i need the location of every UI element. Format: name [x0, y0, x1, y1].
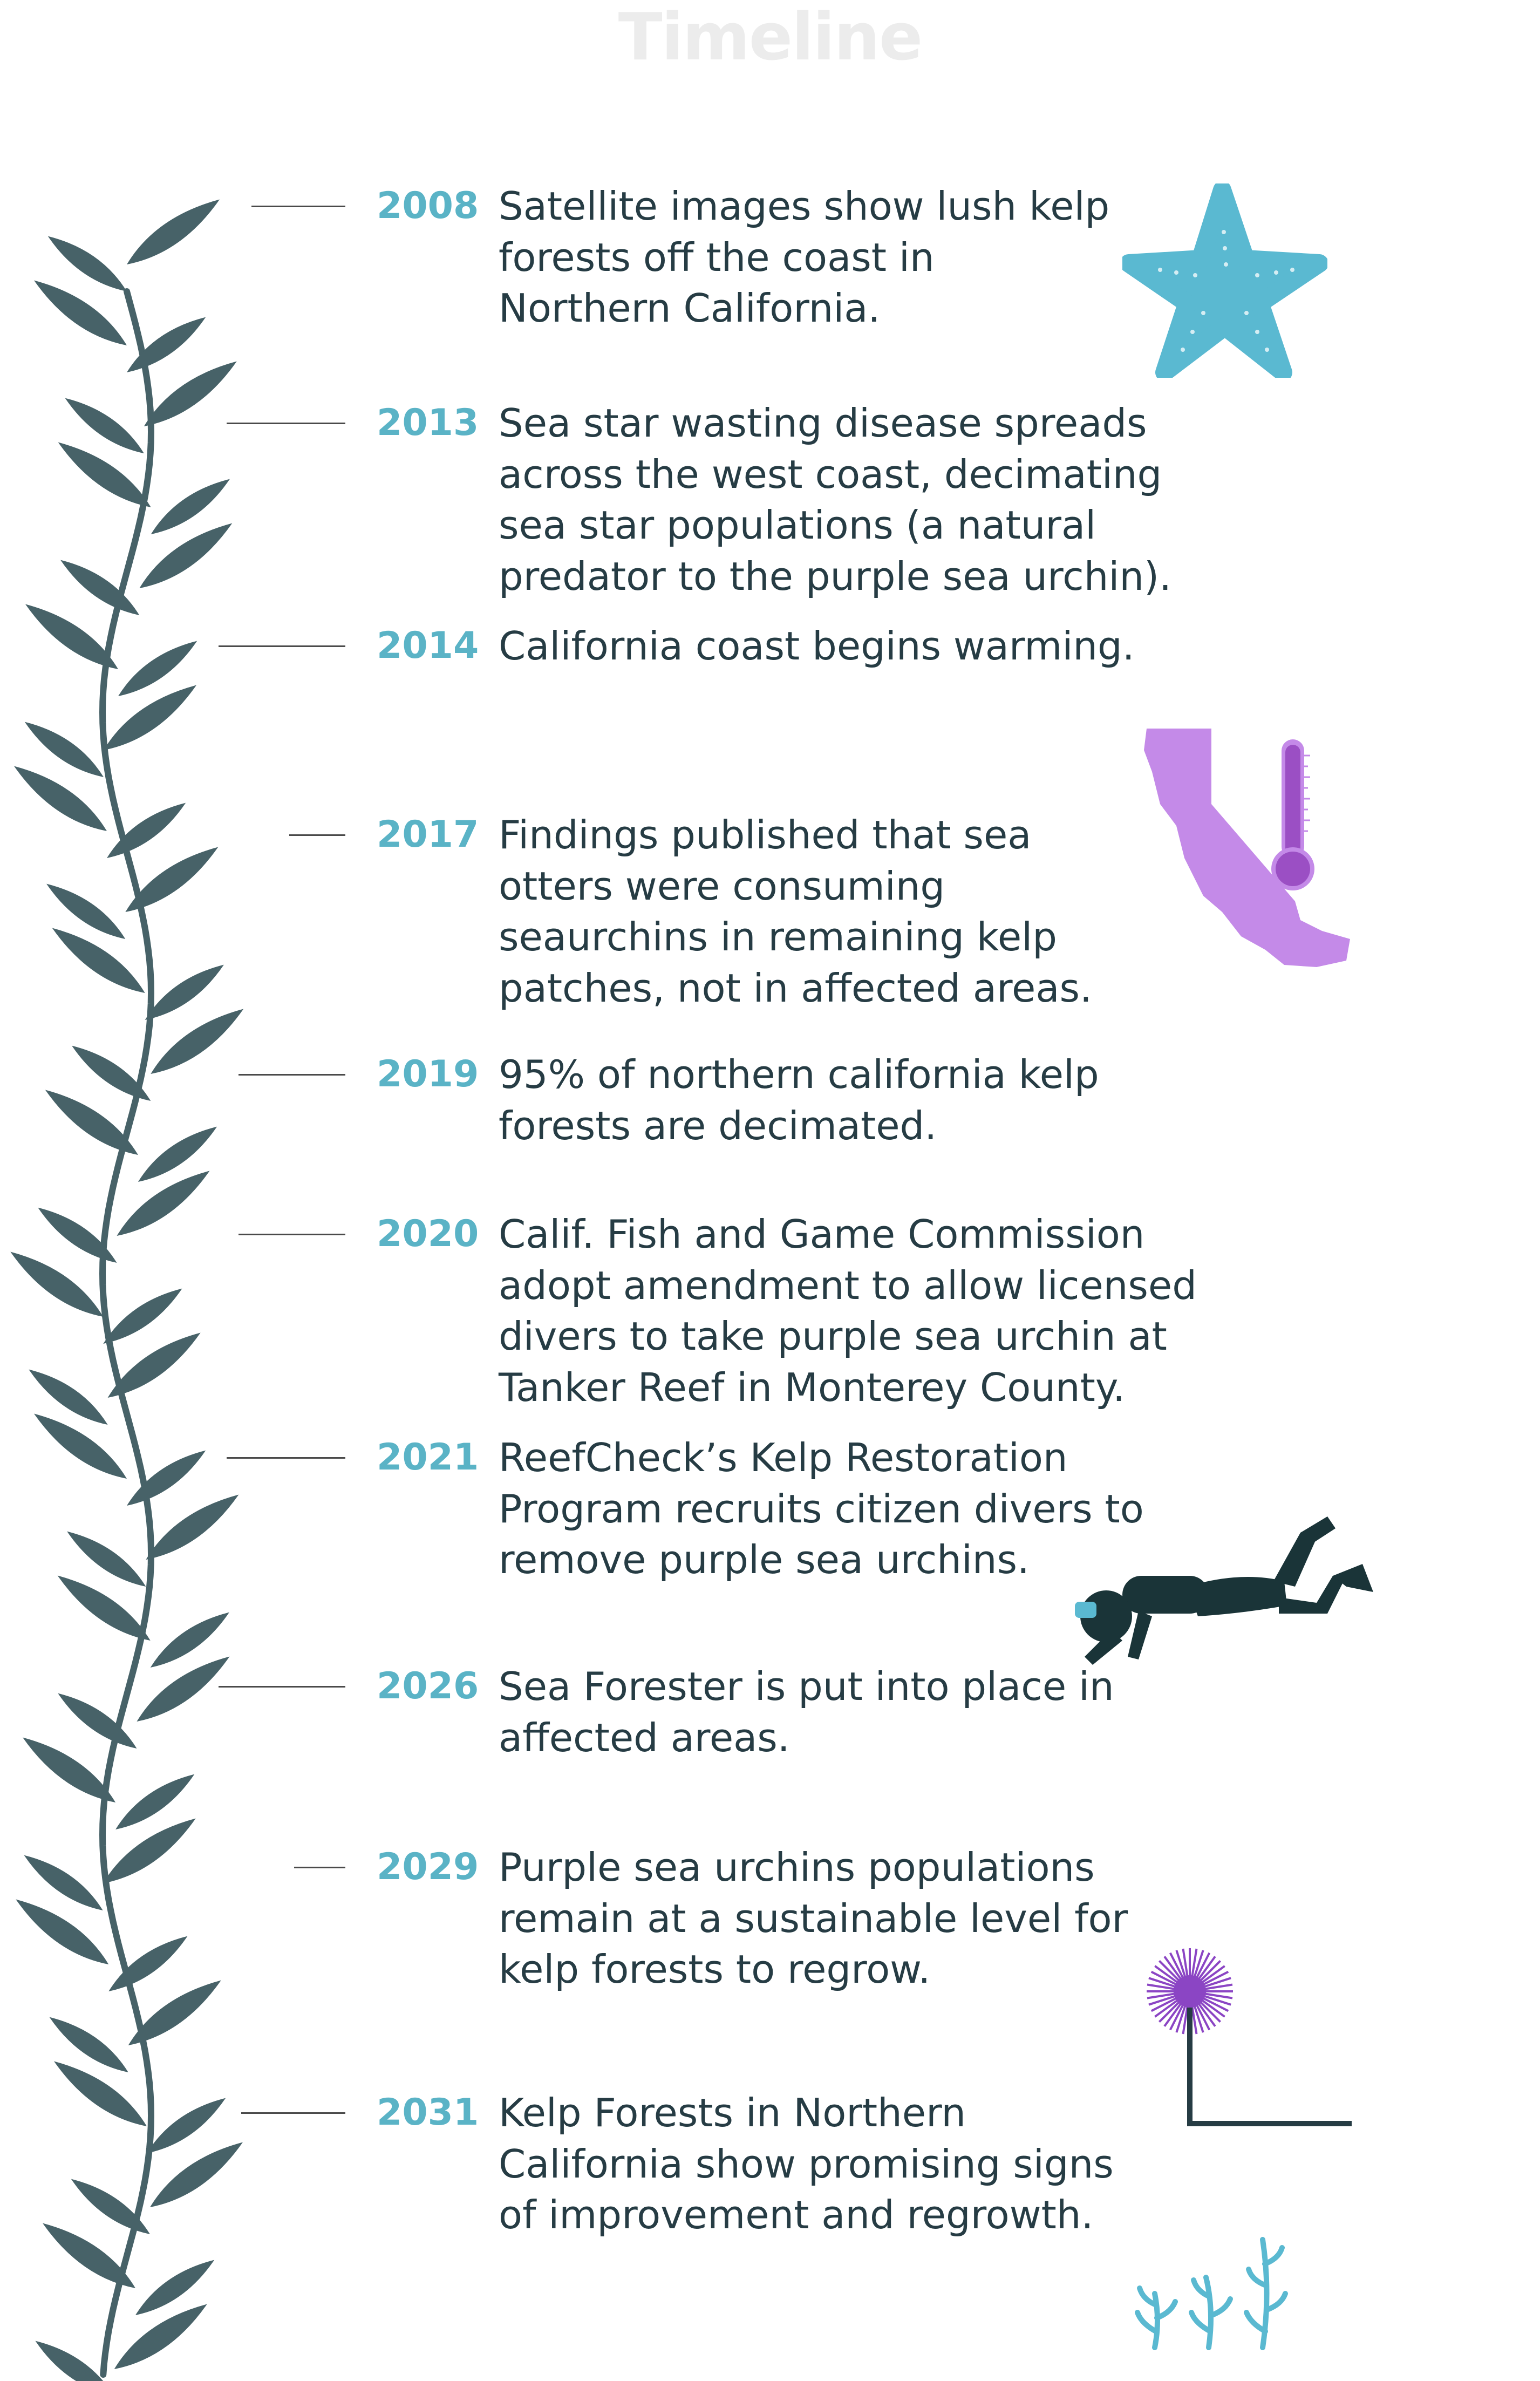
event-description: Calif. Fish and Game Commission adopt am…	[499, 1212, 1197, 1410]
timeline-connector	[241, 2112, 345, 2114]
kelp-vine-illustration	[10, 199, 244, 2381]
event-description: Sea star wasting disease spreads across …	[499, 400, 1171, 599]
event-description: California coast begins warming.	[499, 623, 1135, 669]
timeline-connector	[219, 1686, 345, 1688]
event-description: 95% of northern california kelp forests …	[499, 1052, 1099, 1148]
starfish-icon	[1122, 183, 1327, 378]
sea-urchin-icon	[1147, 1948, 1352, 2126]
timeline-connector	[239, 1234, 345, 1235]
timeline-connector	[239, 1074, 345, 1076]
event-description: Kelp Forests in Northern California show…	[499, 2090, 1114, 2237]
page-title: Timeline	[618, 0, 923, 75]
event-year: 2029	[377, 1846, 479, 1888]
event-year: 2008	[377, 185, 479, 227]
kelp-seedlings-icon	[1135, 2237, 1288, 2350]
event-year: 2026	[377, 1665, 479, 1707]
timeline-connector	[251, 206, 345, 207]
event-year: 2021	[377, 1436, 479, 1479]
event-year: 2019	[377, 1053, 479, 1096]
event-year: 2017	[377, 813, 479, 856]
event-year: 2014	[377, 624, 479, 667]
event-description: Satellite images show lush kelp forests …	[499, 183, 1110, 331]
event-year: 2020	[377, 1213, 479, 1255]
timeline-connector	[219, 645, 345, 647]
event-description: ReefCheck’s Kelp Restoration Program rec…	[499, 1435, 1144, 1582]
timeline-connector	[227, 1457, 345, 1459]
event-year: 2013	[377, 402, 479, 444]
event-description: Sea Forester is put into place in affect…	[499, 1664, 1114, 1760]
event-description: Purple sea urchins populations remain at…	[499, 1845, 1128, 1992]
california-thermometer-icon	[1144, 729, 1350, 967]
scuba-diver-icon	[1075, 1516, 1373, 1665]
event-description: Findings published that sea otters were …	[499, 812, 1092, 1011]
timeline-connector	[289, 834, 345, 836]
timeline-connector	[227, 423, 345, 424]
timeline-connector	[294, 1867, 345, 1868]
event-year: 2031	[377, 2091, 479, 2134]
